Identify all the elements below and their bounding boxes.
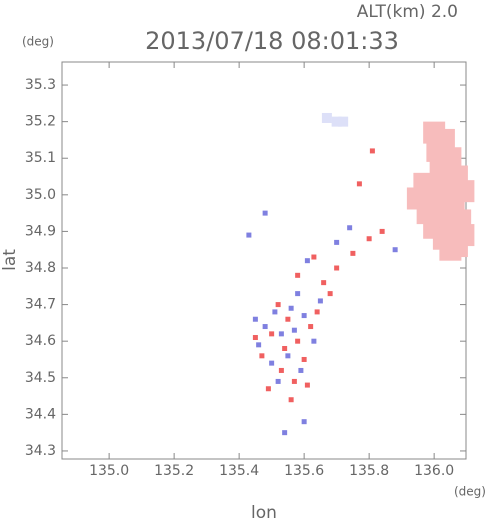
- data-point: [439, 238, 462, 261]
- data-point: [285, 353, 291, 359]
- data-point: [252, 316, 258, 322]
- data-point: [252, 335, 258, 341]
- y-tick-label: 34.6: [25, 333, 56, 349]
- data-point: [288, 397, 294, 403]
- data-point: [350, 250, 356, 256]
- y-tick-label: 34.3: [25, 443, 56, 459]
- data-point: [269, 360, 275, 366]
- data-point: [295, 338, 301, 344]
- data-point: [369, 148, 375, 154]
- data-point: [288, 305, 294, 311]
- data-point: [347, 225, 353, 231]
- data-point: [259, 353, 265, 359]
- data-point: [278, 331, 284, 337]
- data-point: [321, 280, 327, 286]
- plot-frame: [61, 61, 467, 460]
- data-point: [262, 210, 268, 216]
- data-point: [334, 239, 340, 245]
- data-point: [314, 309, 320, 315]
- x-tick-label: 135.0: [89, 463, 129, 479]
- data-point: [291, 378, 297, 384]
- chart-title: 2013/07/18 08:01:33: [145, 27, 399, 55]
- data-point: [304, 382, 310, 388]
- data-point: [301, 356, 307, 362]
- x-axis-label: lon: [251, 503, 277, 521]
- data-point: [256, 342, 262, 348]
- data-point: [295, 291, 301, 297]
- y-tick-label: 35.2: [25, 114, 56, 130]
- data-point: [311, 254, 317, 260]
- y-tick-label: 35.3: [25, 77, 56, 93]
- data-point: [275, 378, 281, 384]
- data-point: [262, 324, 268, 330]
- data-point: [282, 430, 288, 436]
- x-tick-label: 135.8: [349, 463, 389, 479]
- data-point: [265, 386, 271, 392]
- data-point: [246, 232, 252, 238]
- y-tick-label: 34.8: [25, 260, 56, 276]
- data-point: [295, 272, 301, 278]
- data-point: [301, 419, 307, 425]
- data-point: [321, 112, 332, 123]
- y-tick-label: 34.7: [25, 297, 56, 313]
- data-point: [272, 309, 278, 315]
- data-point: [304, 258, 310, 264]
- data-point: [298, 367, 304, 373]
- y-tick-label: 35.1: [25, 150, 56, 166]
- data-point: [338, 116, 349, 127]
- data-point: [331, 116, 342, 127]
- data-point: [301, 313, 307, 319]
- x-unit: (deg): [454, 485, 486, 499]
- data-point: [308, 324, 314, 330]
- y-tick-label: 34.5: [25, 370, 56, 386]
- y-tick-label: 35.0: [25, 187, 56, 203]
- data-point: [327, 291, 333, 297]
- data-point: [334, 265, 340, 271]
- data-point: [291, 327, 297, 333]
- altitude-label: ALT(km) 2.0: [357, 2, 458, 22]
- data-point: [278, 367, 284, 373]
- y-tick-label: 34.4: [25, 406, 56, 422]
- y-axis-label: lat: [0, 249, 20, 271]
- data-point: [269, 331, 275, 337]
- data-point: [366, 236, 372, 242]
- x-tick-label: 135.2: [154, 463, 194, 479]
- data-point: [392, 247, 398, 253]
- data-point: [285, 316, 291, 322]
- data-point: [311, 338, 317, 344]
- x-tick-label: 136.0: [414, 463, 454, 479]
- x-tick-label: 135.6: [284, 463, 324, 479]
- data-point: [317, 298, 323, 304]
- data-point: [275, 302, 281, 308]
- data-point: [379, 228, 385, 234]
- y-tick-label: 34.9: [25, 223, 56, 239]
- y-unit: (deg): [22, 35, 54, 49]
- data-point: [282, 345, 288, 351]
- data-point: [356, 181, 362, 187]
- x-tick-label: 135.4: [219, 463, 259, 479]
